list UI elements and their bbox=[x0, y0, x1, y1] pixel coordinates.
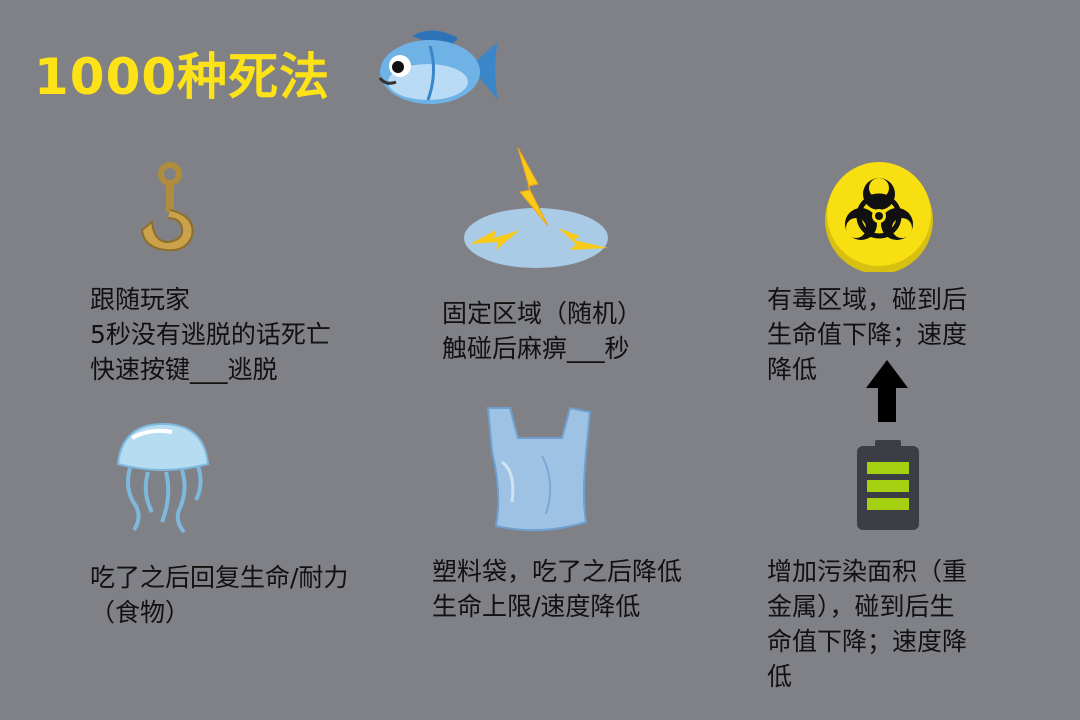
biohazard-icon bbox=[825, 162, 933, 272]
zone-description: 固定区域（随机） 触碰后麻痹___秒 bbox=[442, 299, 643, 363]
fish-icon bbox=[378, 30, 498, 104]
jellyfish-icon bbox=[116, 422, 210, 534]
metal-description: 增加污染面积（重 金属），碰到后生 命值下降；速度降 低 bbox=[767, 557, 968, 691]
lightning-zone-icon bbox=[464, 147, 608, 268]
arrow-up-icon bbox=[866, 360, 908, 422]
bag-description: 塑料袋，吃了之后降低 生命上限/速度降低 bbox=[432, 557, 683, 621]
battery-icon bbox=[857, 440, 919, 530]
plastic-bag-icon bbox=[486, 406, 592, 532]
jelly-description: 吃了之后回复生命/耐力 （食物） bbox=[90, 563, 349, 627]
toxic-description: 有毒区域，碰到后 生命值下降；速度 降低 bbox=[767, 285, 968, 384]
hook-icon bbox=[140, 162, 194, 252]
page-title: 1000种死法 bbox=[34, 48, 331, 106]
hook-description: 跟随玩家 5秒没有逃脱的话死亡 快速按键___逃脱 bbox=[90, 285, 331, 384]
